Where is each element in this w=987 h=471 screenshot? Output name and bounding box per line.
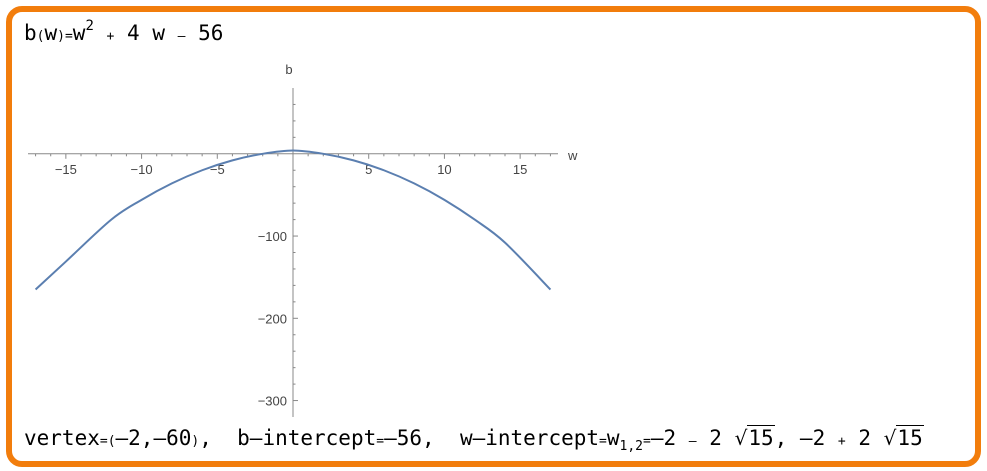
x-tick-label: −15 <box>55 162 77 177</box>
w-intercept-label: w–intercept <box>459 426 600 450</box>
constant-term: 56 <box>198 21 224 45</box>
equals-sign: = <box>64 29 73 44</box>
function-argument: w <box>44 21 58 45</box>
root2-coefficient: 2 <box>858 426 872 450</box>
parabola-curve <box>34 149 552 291</box>
y-axis-label: b <box>285 62 292 77</box>
root2-sqrt: √15 <box>883 425 924 450</box>
parabola-plot: wb −15 −10 −5 5 10 15−100−200−300 <box>28 62 578 417</box>
x-tick-label: 15 <box>513 162 527 177</box>
x-axis-label: w <box>567 148 578 163</box>
close-paren: ) <box>57 29 65 44</box>
vertex-value: –2,–60 <box>115 426 192 450</box>
vertex-separator: , <box>199 426 212 450</box>
sqrt-icon: √ <box>734 426 748 450</box>
vertex-label: vertex <box>24 426 100 450</box>
root1-coefficient: 2 <box>709 426 722 450</box>
vertex-equals: = <box>99 434 108 449</box>
function-name: b <box>24 21 37 45</box>
root1-prefix: –2 <box>650 426 677 450</box>
open-paren: ( <box>36 29 45 44</box>
vertex-open-paren: ( <box>107 434 116 449</box>
y-tick-label: −100 <box>258 229 287 244</box>
roots-equals: = <box>642 434 651 449</box>
vertex-close-paren: ) <box>191 434 200 449</box>
root1-radicand: 15 <box>747 425 775 450</box>
w-intercept-equals: = <box>599 434 607 449</box>
root2-radicand: 15 <box>896 425 924 450</box>
ticks: −15 −10 −5 5 10 15−100−200−300 <box>35 103 551 409</box>
axes: wb <box>28 62 578 417</box>
plus-operator: + <box>106 29 115 44</box>
root1-minus: – <box>688 434 697 449</box>
root2-plus: + <box>837 434 846 449</box>
b-intercept-value: –56, <box>384 426 435 450</box>
minus-operator: – <box>177 29 186 44</box>
root2-prefix: –2 <box>799 426 826 450</box>
b-intercept-label: b–intercept <box>237 426 377 450</box>
roots-subscript: 1,2 <box>619 439 643 455</box>
y-tick-label: −200 <box>258 311 287 326</box>
y-tick-label: −300 <box>258 394 287 409</box>
x-tick-label: −10 <box>131 162 153 177</box>
term-base: w <box>72 21 86 45</box>
term-exponent: 2 <box>85 18 94 34</box>
roots-variable: w <box>606 426 620 450</box>
function-definition: b(w)=w2 + 4 w – 56 <box>24 18 224 45</box>
b-intercept-equals: = <box>376 434 385 449</box>
summary-line: vertex=(–2,–60), b–intercept=–56, w–inte… <box>24 425 924 455</box>
x-tick-label: 5 <box>365 162 372 177</box>
linear-term: 4 w <box>127 21 165 45</box>
root1-sqrt: √15 <box>734 425 775 450</box>
x-tick-label: 10 <box>437 162 451 177</box>
sqrt-icon: √ <box>883 426 897 450</box>
roots-comma: , <box>774 426 788 450</box>
